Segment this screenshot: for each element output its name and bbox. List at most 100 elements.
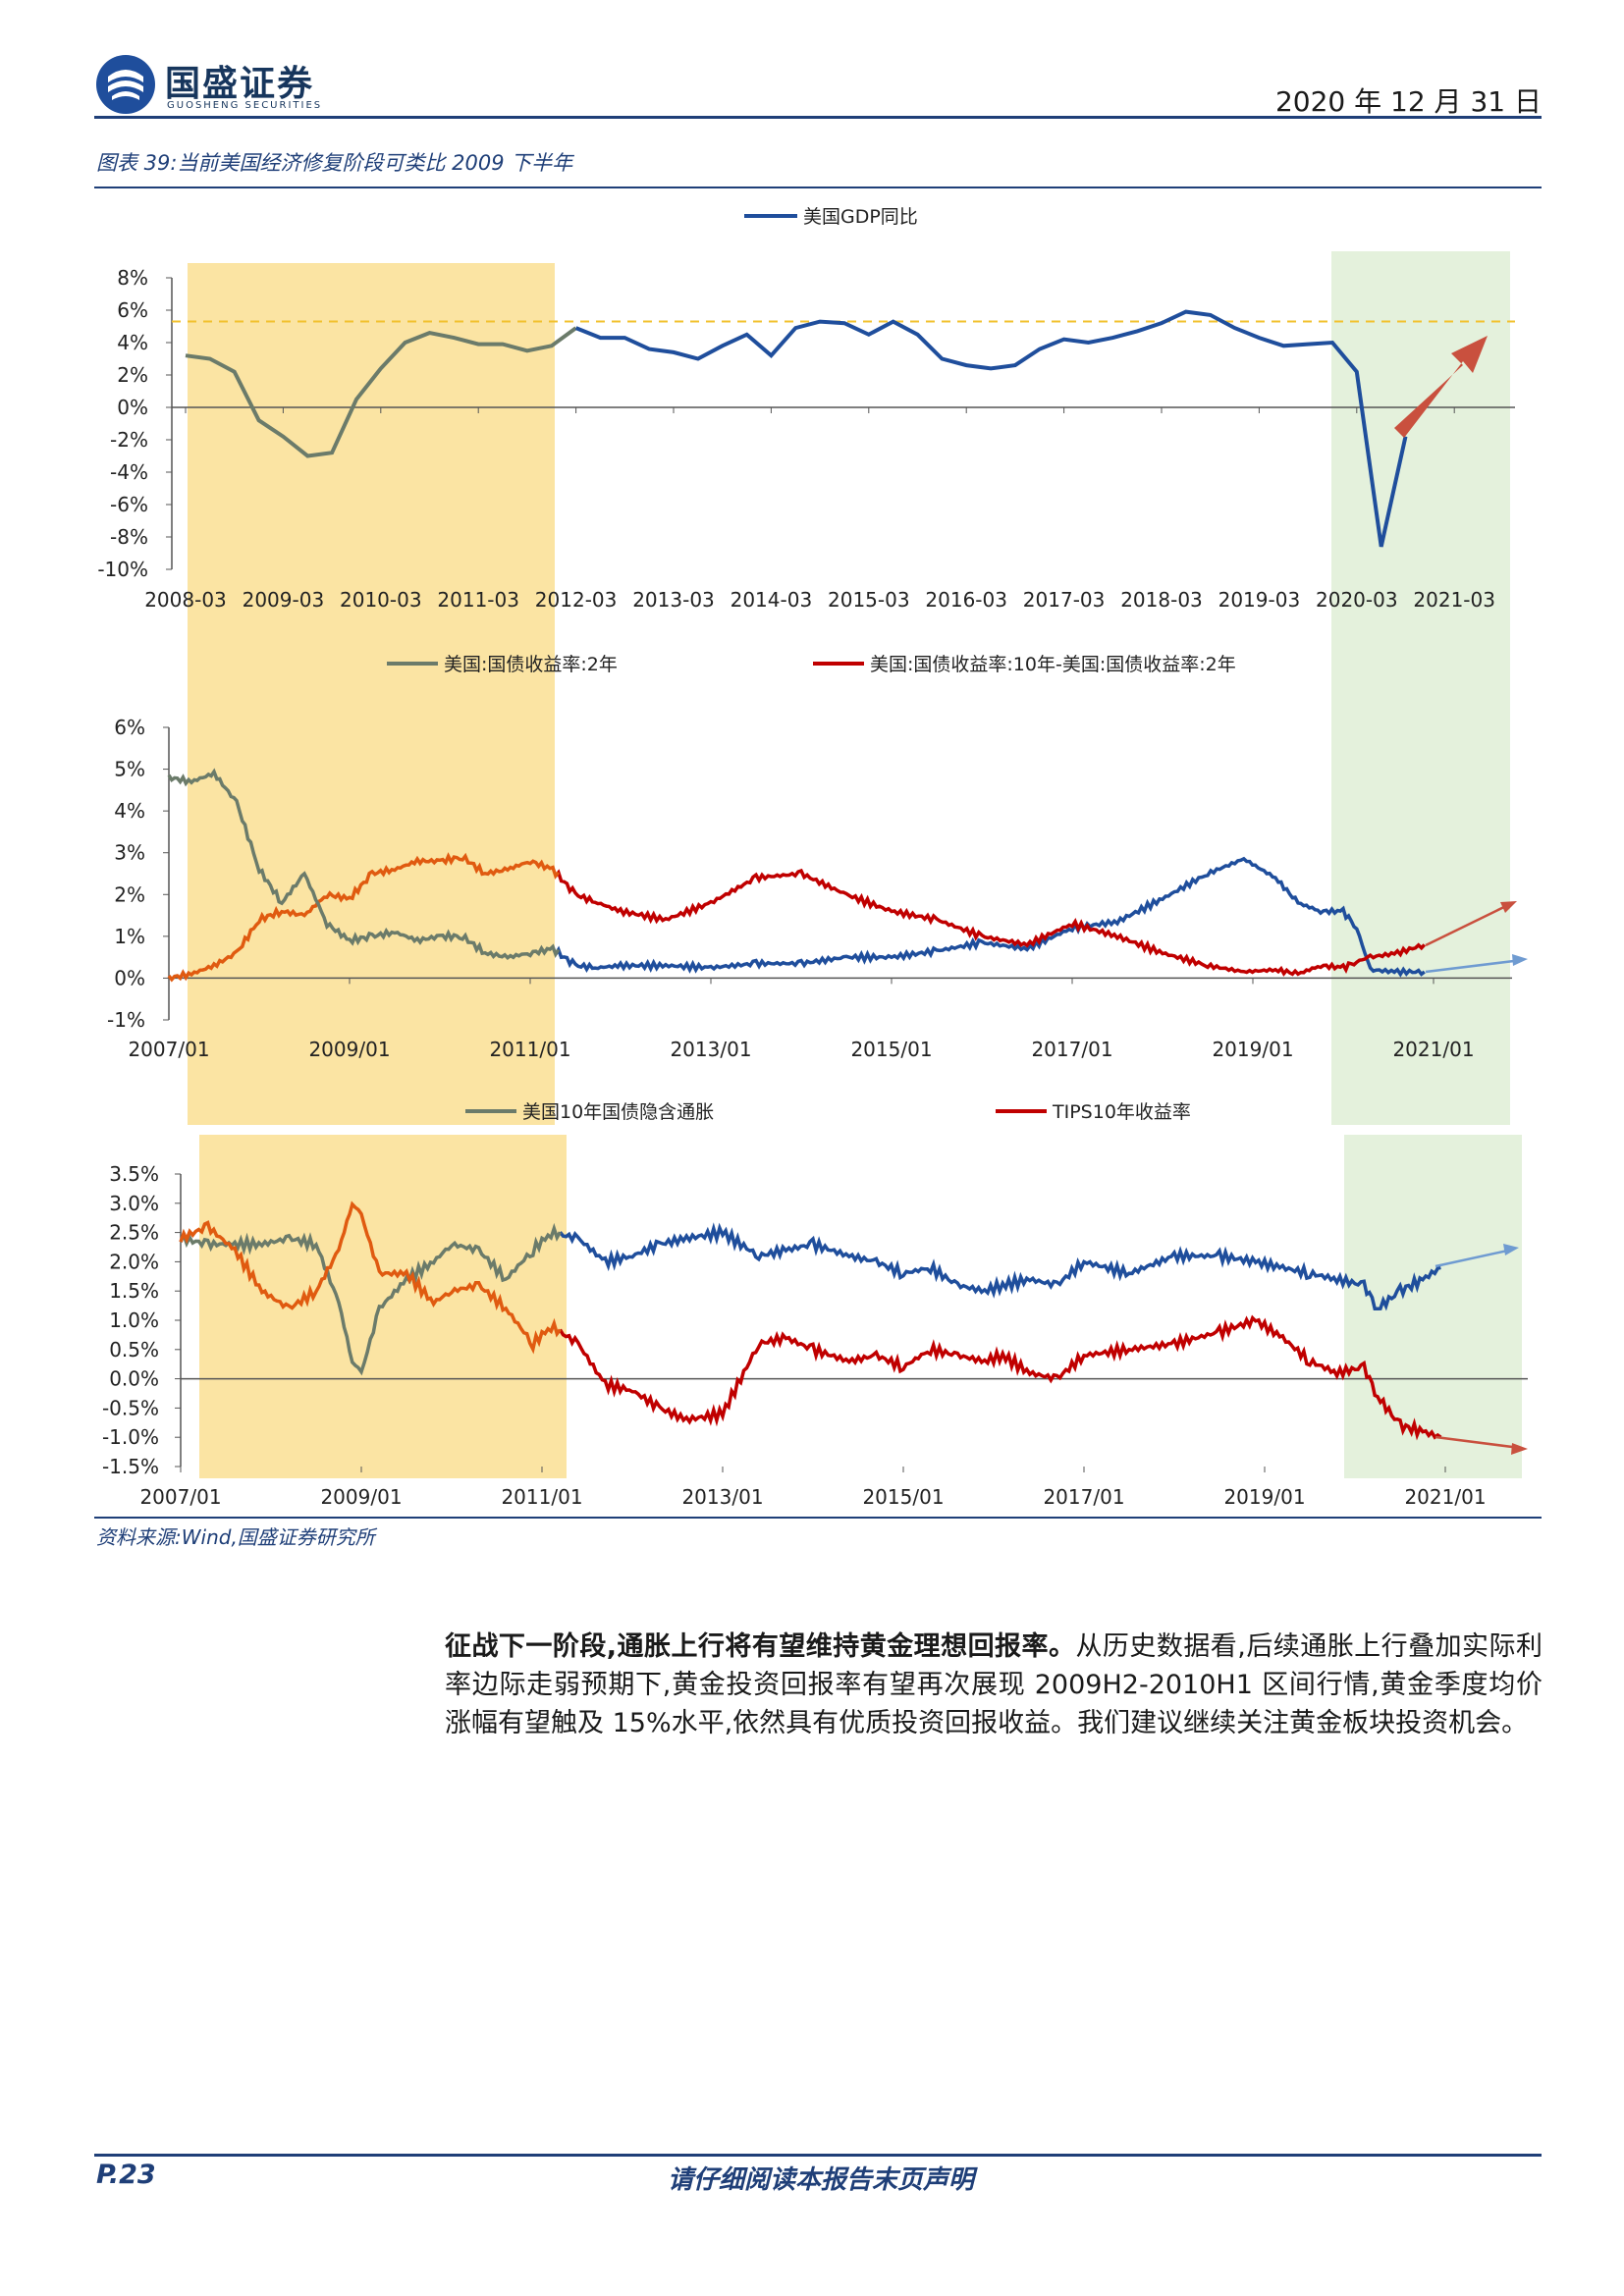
- yields-ytick-label: 1%: [114, 925, 145, 948]
- tips-ytick-label: 1.5%: [109, 1279, 159, 1303]
- gdp-xtick-label: 2012-03: [535, 588, 618, 612]
- tips-breakeven-arrowhead-icon: [1503, 1244, 1519, 1255]
- footer-disclaimer: 请仔细阅读本报告末页声明: [668, 2165, 975, 2195]
- tips-ytick-label: -1.5%: [102, 1455, 159, 1478]
- tips-ytick-label: 0.5%: [109, 1338, 159, 1362]
- tips-breakeven-series-line: [559, 1222, 1441, 1311]
- charts-canvas: 8% 6% 4% 2% 0% -2% -4% -6% -8% -10% 2008-03 2009-03…: [97, 206, 1528, 1509]
- gdp-xtick-label: 2017-03: [1023, 588, 1106, 612]
- brand-mark-icon: [96, 55, 155, 114]
- tips-ytick-label: 2.5%: [109, 1221, 159, 1245]
- tips-xtick-label: 2019/01: [1223, 1485, 1305, 1509]
- tips-xtick-label: 2021/01: [1404, 1485, 1486, 1509]
- body-paragraph: 征战下一阶段,通胀上行将有望维持黄金理想回报率。从历史数据看,后续通胀上行叠加实…: [445, 1628, 1543, 1742]
- yields-2y-forecast-line: [1425, 958, 1523, 974]
- gdp-xtick-label: 2013-03: [632, 588, 715, 612]
- yields-2y-series-line-2007-2011: [167, 768, 561, 960]
- yields-xtick-label: 2017/01: [1031, 1038, 1112, 1061]
- tips-ytick-label: -1.0%: [102, 1425, 159, 1449]
- figure-source: 资料来源:Wind,国盛证券研究所: [96, 1525, 375, 1549]
- tips-yield-forecast-line: [1435, 1435, 1521, 1450]
- gdp-xtick-label: 2020-03: [1316, 588, 1398, 612]
- yields-ytick-label: 0%: [114, 966, 145, 989]
- tips-legend-label-yield: TIPS10年收益率: [1052, 1101, 1191, 1123]
- tips-ytick-label: 2.0%: [109, 1250, 159, 1273]
- footer-rule: [94, 2154, 1542, 2157]
- yields-spread-series-line-2007-2011: [167, 852, 561, 983]
- gdp-xtick-label: 2019-03: [1218, 588, 1301, 612]
- tips-ytick-label: -0.5%: [102, 1396, 159, 1419]
- gdp-ytick-label: 6%: [117, 298, 148, 322]
- tips-ytick-label: 3.5%: [109, 1162, 159, 1186]
- report-date: 2020 年 12 月 31 日: [1274, 85, 1542, 118]
- brand-name-en: GUOSHENG SECURITIES: [167, 100, 323, 111]
- tips-xtick-label: 2013/01: [681, 1485, 763, 1509]
- gdp-ytick-label: 8%: [117, 266, 148, 290]
- tips-yield-series-line: [558, 1314, 1442, 1441]
- tips-xtick-label: 2007/01: [139, 1485, 221, 1509]
- yields-2y-arrowhead-icon: [1512, 954, 1528, 966]
- yields-xtick-label: 2011/01: [489, 1038, 570, 1061]
- yields-xtick-label: 2021/01: [1392, 1038, 1474, 1061]
- gdp-xtick-label: 2021-03: [1413, 588, 1495, 612]
- yields-ytick-label: 4%: [114, 799, 145, 823]
- gdp-xtick-label: 2016-03: [925, 588, 1007, 612]
- yields-xtick-label: 2009/01: [308, 1038, 390, 1061]
- tips-ytick-label: 3.0%: [109, 1192, 159, 1215]
- yields-ytick-label: -1%: [107, 1008, 145, 1032]
- tips-breakeven-forecast-line: [1435, 1248, 1513, 1268]
- gdp-ytick-label: -2%: [110, 428, 148, 452]
- figure-title: 图表 39:当前美国经济修复阶段可类比 2009 下半年: [96, 151, 573, 175]
- figure-title-rule: [94, 187, 1542, 188]
- tips-yield-series-line-2007-2011: [179, 1201, 562, 1355]
- yields-xtick-label: 2015/01: [850, 1038, 932, 1061]
- header-rule: [94, 116, 1542, 119]
- yields-xtick-label: 2019/01: [1212, 1038, 1293, 1061]
- tips-xtick-label: 2011/01: [501, 1485, 582, 1509]
- tips-yield-arrowhead-icon: [1511, 1443, 1528, 1455]
- tips-ytick-label: 1.0%: [109, 1308, 159, 1332]
- body-lead: 征战下一阶段,通胀上行将有望维持黄金理想回报率。: [445, 1631, 1076, 1662]
- brand-logo: 国盛证券 GUOSHENG SECURITIES: [94, 53, 350, 118]
- gdp-series-line-2012-2020: [574, 309, 1408, 548]
- yields-spread-arrowhead-icon: [1500, 901, 1517, 913]
- gdp-ytick-label: -4%: [110, 460, 148, 484]
- yields-ytick-label: 6%: [114, 716, 145, 739]
- yields-xtick-label: 2013/01: [670, 1038, 751, 1061]
- gdp-xtick-label: 2010-03: [340, 588, 422, 612]
- yields-ytick-label: 3%: [114, 841, 145, 865]
- yields-ytick-label: 2%: [114, 882, 145, 906]
- tips-xtick-label: 2017/01: [1043, 1485, 1124, 1509]
- yields-legend-label-2y: 美国:国债收益率:2年: [444, 654, 618, 675]
- gdp-legend-label: 美国GDP同比: [803, 206, 918, 228]
- figure-source-rule: [94, 1517, 1542, 1519]
- tips-legend-label-breakeven: 美国10年国债隐含通胀: [522, 1101, 714, 1123]
- gdp-ytick-label: 4%: [117, 331, 148, 354]
- yields-2y-series-line: [554, 856, 1426, 978]
- tips-ytick-label: 0.0%: [109, 1367, 159, 1391]
- yields-ytick-label: 5%: [114, 758, 145, 781]
- gdp-xtick-label: 2015-03: [828, 588, 910, 612]
- gdp-ytick-label: -6%: [110, 493, 148, 516]
- gdp-series-line-2008-2011: [185, 326, 577, 458]
- brand-name-cn: 国盛证券: [165, 64, 315, 104]
- body-text: 从历史数据看,后续通胀上行叠加实际利率边际走弱预期下,黄金投资回报率有望再次展现…: [445, 1631, 1543, 1738]
- gdp-xtick-label: 2008-03: [144, 588, 227, 612]
- yields-xtick-label: 2007/01: [128, 1038, 209, 1061]
- gdp-xtick-label: 2018-03: [1120, 588, 1203, 612]
- yields-spread-series-line: [554, 868, 1427, 977]
- gdp-ytick-label: 0%: [117, 396, 148, 419]
- gdp-xtick-label: 2011-03: [437, 588, 519, 612]
- page-number: P.23: [96, 2160, 156, 2190]
- tips-xtick-label: 2009/01: [320, 1485, 402, 1509]
- tips-xtick-label: 2015/01: [862, 1485, 944, 1509]
- gdp-ytick-label: -10%: [97, 558, 148, 581]
- gdp-xtick-label: 2009-03: [243, 588, 325, 612]
- yields-legend-label-spread: 美国:国债收益率:10年-美国:国债收益率:2年: [870, 654, 1236, 675]
- tips-breakeven-series-line-2007-2011: [179, 1222, 562, 1376]
- gdp-ytick-label: 2%: [117, 363, 148, 387]
- gdp-upward-arrow-icon: [1394, 336, 1488, 438]
- band-current-chart-3: [1344, 1135, 1522, 1478]
- gdp-ytick-label: -8%: [110, 525, 148, 549]
- yields-spread-forecast-line: [1425, 901, 1513, 947]
